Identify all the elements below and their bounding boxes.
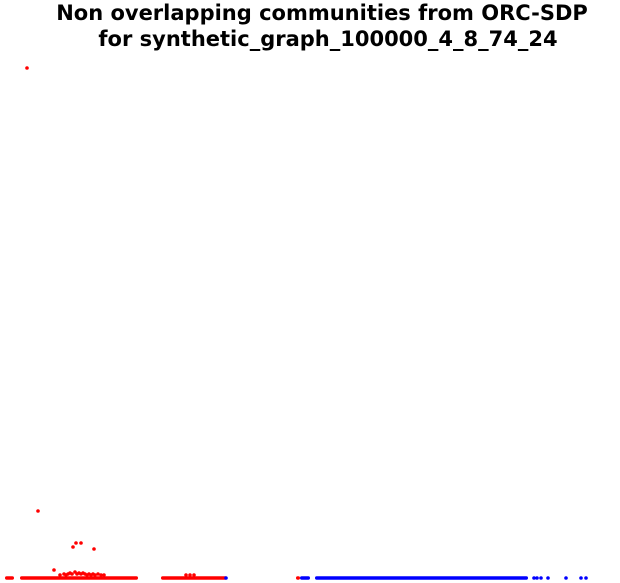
data-point-0-0: [25, 66, 29, 70]
data-point-1-6: [579, 576, 583, 580]
point-cluster-0-2: [161, 576, 227, 580]
data-point-0-2: [74, 541, 78, 545]
chart-title: Non overlapping communities from ORC-SDP…: [0, 0, 620, 52]
point-cluster-0-0: [5, 576, 14, 580]
data-point-0-24: [96, 572, 100, 576]
data-point-0-26: [102, 573, 106, 577]
data-point-0-12: [70, 572, 74, 576]
series-1: [224, 576, 588, 580]
data-point-0-7: [58, 573, 62, 577]
data-point-0-23: [93, 573, 97, 577]
data-point-1-3: [539, 576, 543, 580]
data-point-0-25: [99, 573, 103, 577]
point-cluster-0-3: [296, 576, 300, 580]
point-cluster-0-1: [20, 576, 138, 580]
data-point-1-0: [224, 576, 228, 580]
data-point-1-2: [535, 576, 539, 580]
data-point-0-1: [36, 509, 40, 513]
data-point-1-4: [546, 576, 550, 580]
chart-title-line-1: Non overlapping communities from ORC-SDP: [56, 1, 588, 25]
data-point-1-5: [564, 576, 568, 580]
chart-title-line-2: for synthetic_graph_100000_4_8_74_24: [98, 27, 558, 51]
data-point-0-27: [184, 573, 188, 577]
point-cluster-1-0: [300, 576, 310, 580]
data-point-0-3: [79, 541, 83, 545]
data-point-0-29: [192, 573, 196, 577]
data-point-1-7: [584, 576, 588, 580]
series-0: [5, 66, 300, 580]
data-point-0-5: [92, 547, 96, 551]
data-point-1-1: [532, 576, 536, 580]
data-point-0-4: [71, 545, 75, 549]
data-point-0-6: [52, 568, 56, 572]
data-point-0-28: [188, 573, 192, 577]
point-cluster-1-1: [315, 576, 528, 580]
